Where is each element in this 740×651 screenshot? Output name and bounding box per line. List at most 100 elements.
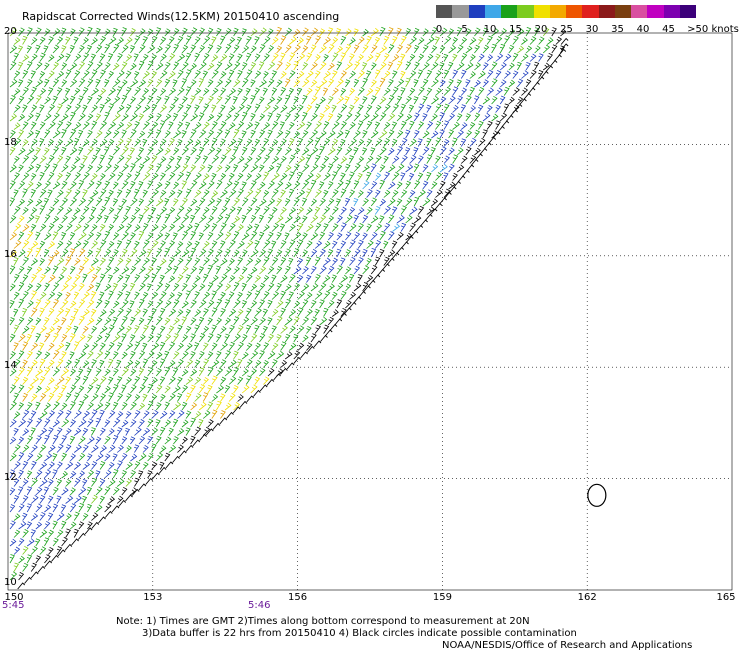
wind-barb	[228, 154, 237, 164]
wind-barb	[26, 61, 33, 71]
wind-barb	[190, 351, 196, 360]
wind-barb	[116, 393, 124, 402]
wind-barb	[99, 273, 106, 283]
wind-barb	[104, 486, 111, 496]
wind-barb	[465, 113, 472, 122]
wind-barb	[159, 240, 166, 249]
wind-barb	[138, 470, 144, 479]
wind-barb	[185, 121, 191, 130]
wind-barb	[280, 274, 288, 283]
wind-barb	[220, 326, 227, 334]
wind-barb	[336, 130, 344, 139]
wind-barb	[78, 45, 85, 54]
wind-barb	[362, 112, 370, 122]
wind-barb	[267, 333, 275, 343]
wind-barb	[413, 61, 420, 71]
wind-barb	[228, 308, 237, 317]
wind-barb	[202, 291, 211, 300]
wind-barb	[87, 214, 95, 224]
swath-edge-barb	[300, 351, 308, 359]
wind-barb	[177, 359, 184, 368]
wind-barb	[279, 223, 286, 232]
wind-barb	[112, 232, 120, 241]
wind-barb	[78, 129, 84, 139]
wind-barb	[86, 486, 93, 496]
wind-barb	[263, 53, 270, 62]
wind-barb	[130, 470, 137, 479]
wind-barb	[130, 62, 137, 71]
wind-barb	[26, 538, 35, 547]
wind-barb	[142, 393, 148, 402]
wind-barb	[69, 470, 77, 479]
wind-barb	[396, 78, 405, 88]
wind-barb	[185, 308, 192, 317]
wind-barb	[138, 147, 145, 156]
wind-barb	[65, 528, 71, 538]
wind-barb	[409, 53, 416, 62]
wind-barb	[78, 385, 85, 394]
wind-barb	[503, 86, 510, 96]
wind-barb	[138, 298, 145, 309]
wind-barb	[142, 53, 149, 62]
wind-barb	[439, 96, 447, 105]
wind-barb	[155, 181, 163, 190]
wind-barb	[237, 274, 245, 283]
wind-barb	[383, 138, 391, 147]
wind-barb	[125, 393, 132, 402]
wind-barb	[194, 222, 200, 232]
wind-barb	[190, 164, 197, 173]
wind-barb	[207, 79, 214, 88]
wind-barb	[142, 427, 151, 436]
wind-barb	[340, 87, 347, 96]
wind-barb	[331, 87, 339, 96]
wind-barb	[259, 96, 265, 105]
wind-barb	[18, 79, 24, 88]
wind-barb	[491, 28, 500, 37]
wind-barb	[211, 54, 219, 62]
wind-barb	[22, 341, 29, 351]
wind-barb	[353, 282, 362, 292]
wind-barb	[65, 172, 72, 181]
wind-barb	[237, 53, 243, 62]
wind-barb	[134, 121, 140, 130]
wind-barb	[78, 197, 87, 207]
wind-barb	[357, 207, 365, 215]
wind-barb	[130, 334, 136, 343]
wind-barb	[439, 45, 446, 54]
wind-barb	[452, 53, 458, 62]
swath-edge-barb	[131, 488, 140, 496]
wind-barb	[177, 376, 183, 385]
wind-barb	[211, 206, 218, 215]
wind-barb	[216, 129, 223, 139]
wind-barb	[224, 78, 232, 88]
swath-edge-barb	[17, 582, 26, 590]
note-line-3: NOAA/NESDIS/Office of Research and Appli…	[442, 640, 693, 651]
wind-barb	[9, 317, 15, 326]
legend-swatch	[647, 5, 664, 18]
wind-barb	[366, 104, 373, 113]
wind-barb	[39, 461, 48, 470]
wind-barb	[323, 155, 330, 164]
wind-barb	[78, 452, 86, 462]
wind-barb	[52, 349, 60, 360]
wind-barb	[220, 53, 228, 62]
wind-barb	[284, 248, 291, 258]
wind-barb	[108, 342, 115, 351]
wind-barb	[155, 146, 164, 156]
wind-barb	[284, 214, 293, 224]
wind-barb	[18, 215, 25, 224]
wind-barb	[198, 112, 205, 122]
legend-swatch	[436, 5, 453, 18]
wind-barb	[104, 350, 111, 360]
wind-barb	[30, 207, 38, 215]
wind-barb	[224, 266, 232, 275]
wind-barb	[211, 274, 219, 283]
wind-barb	[388, 197, 396, 207]
wind-barb	[228, 359, 237, 368]
wind-barb	[87, 61, 94, 71]
wind-barb	[279, 121, 285, 130]
wind-barb	[302, 147, 310, 156]
wind-barb	[439, 163, 448, 173]
wind-barb	[392, 223, 401, 232]
wind-barb	[474, 112, 481, 122]
